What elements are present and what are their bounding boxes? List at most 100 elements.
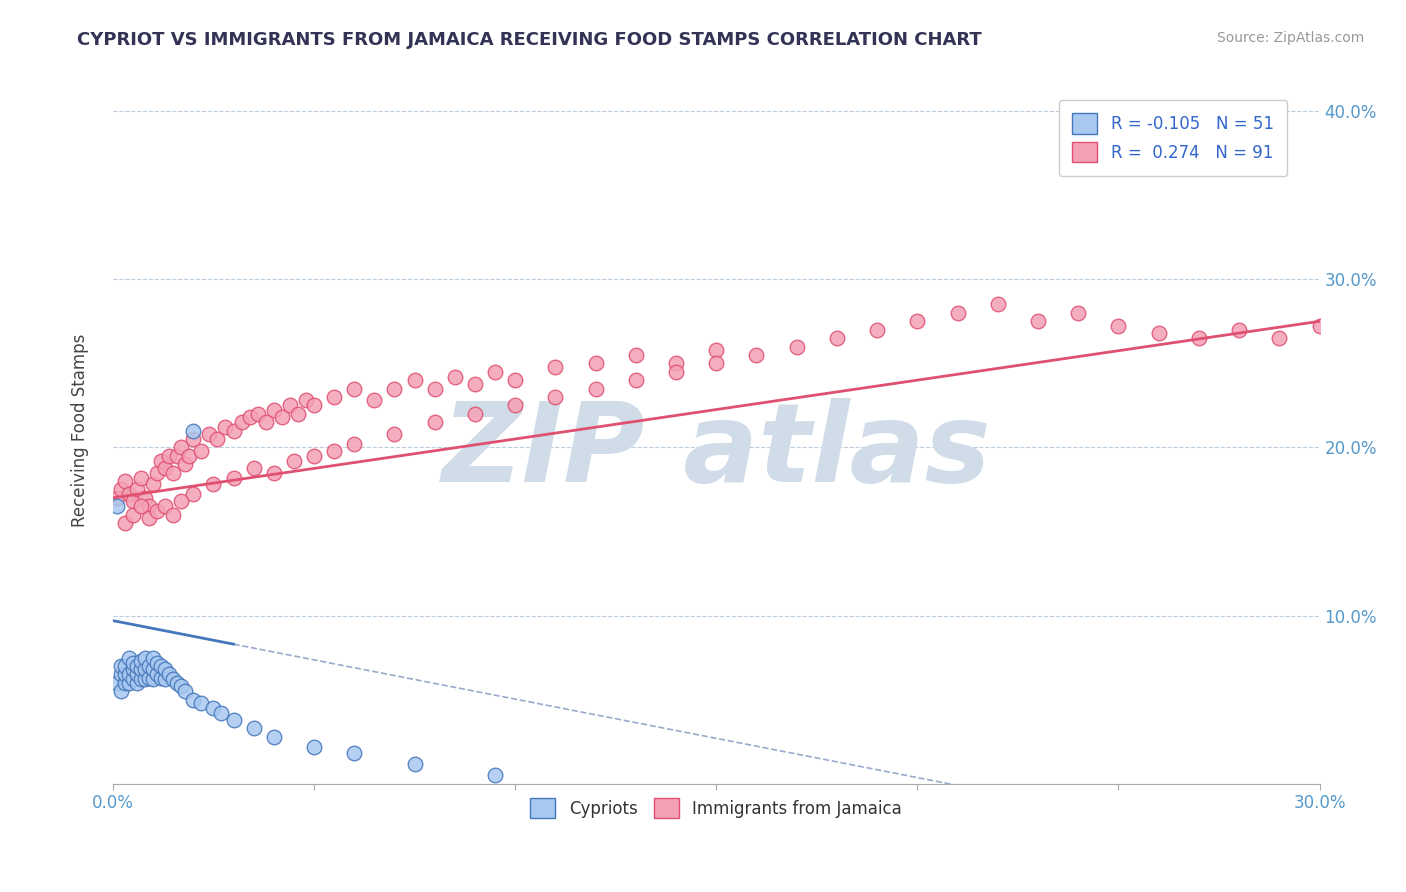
Point	[544, 359, 567, 374]
Point	[170, 679, 193, 693]
Point	[987, 297, 1010, 311]
Point	[174, 457, 197, 471]
Point	[1227, 323, 1250, 337]
Point	[443, 369, 465, 384]
Point	[503, 398, 526, 412]
Point	[207, 432, 229, 446]
Point	[786, 339, 808, 353]
Point	[384, 382, 406, 396]
Point	[484, 768, 506, 782]
Y-axis label: Receiving Food Stamps: Receiving Food Stamps	[72, 334, 89, 527]
Point	[242, 460, 264, 475]
Point	[118, 650, 141, 665]
Point	[270, 410, 292, 425]
Point	[404, 756, 426, 771]
Point	[181, 487, 204, 501]
Point	[384, 426, 406, 441]
Point	[146, 667, 169, 681]
Point	[263, 403, 285, 417]
Point	[222, 424, 245, 438]
Point	[142, 477, 165, 491]
Point	[179, 449, 201, 463]
Point	[166, 449, 188, 463]
Point	[866, 323, 889, 337]
Point	[665, 365, 688, 379]
Point	[246, 407, 269, 421]
Point	[153, 460, 176, 475]
Point	[198, 426, 221, 441]
Point	[190, 443, 212, 458]
Point	[544, 390, 567, 404]
Point	[302, 398, 325, 412]
Point	[704, 343, 727, 357]
Point	[323, 390, 346, 404]
Point	[464, 376, 486, 391]
Point	[129, 500, 152, 514]
Point	[118, 676, 141, 690]
Point	[157, 449, 180, 463]
Point	[134, 491, 156, 505]
Point	[118, 487, 141, 501]
Point	[122, 673, 145, 687]
Point	[1188, 331, 1211, 345]
Point	[464, 407, 486, 421]
Point	[181, 692, 204, 706]
Point	[343, 382, 366, 396]
Point	[263, 466, 285, 480]
Point	[1067, 306, 1090, 320]
Point	[624, 348, 647, 362]
Point	[129, 654, 152, 668]
Point	[105, 500, 128, 514]
Point	[704, 356, 727, 370]
Point	[585, 356, 607, 370]
Point	[114, 659, 136, 673]
Point	[110, 667, 132, 681]
Point	[624, 373, 647, 387]
Point	[190, 696, 212, 710]
Point	[134, 662, 156, 676]
Point	[283, 454, 305, 468]
Point	[142, 673, 165, 687]
Text: ZIP atlas: ZIP atlas	[441, 398, 991, 505]
Point	[239, 410, 262, 425]
Point	[122, 656, 145, 670]
Point	[214, 420, 236, 434]
Point	[363, 393, 385, 408]
Point	[146, 466, 169, 480]
Point	[222, 713, 245, 727]
Point	[122, 508, 145, 522]
Point	[166, 676, 188, 690]
Point	[585, 382, 607, 396]
Point	[905, 314, 928, 328]
Point	[162, 673, 184, 687]
Point	[138, 671, 160, 685]
Point	[202, 477, 225, 491]
Point	[162, 508, 184, 522]
Point	[125, 667, 148, 681]
Point	[1309, 319, 1331, 334]
Point	[142, 662, 165, 676]
Point	[170, 441, 193, 455]
Point	[423, 382, 446, 396]
Point	[170, 494, 193, 508]
Point	[343, 437, 366, 451]
Point	[114, 474, 136, 488]
Point	[110, 483, 132, 497]
Point	[105, 676, 128, 690]
Point	[134, 650, 156, 665]
Point	[125, 659, 148, 673]
Point	[138, 659, 160, 673]
Point	[295, 393, 318, 408]
Point	[125, 676, 148, 690]
Point	[231, 415, 253, 429]
Point	[1107, 319, 1129, 334]
Point	[142, 650, 165, 665]
Point	[174, 684, 197, 698]
Point	[153, 662, 176, 676]
Point	[278, 398, 301, 412]
Point	[110, 659, 132, 673]
Legend: Cypriots, Immigrants from Jamaica: Cypriots, Immigrants from Jamaica	[523, 791, 908, 825]
Point	[114, 516, 136, 530]
Point	[302, 739, 325, 754]
Point	[138, 511, 160, 525]
